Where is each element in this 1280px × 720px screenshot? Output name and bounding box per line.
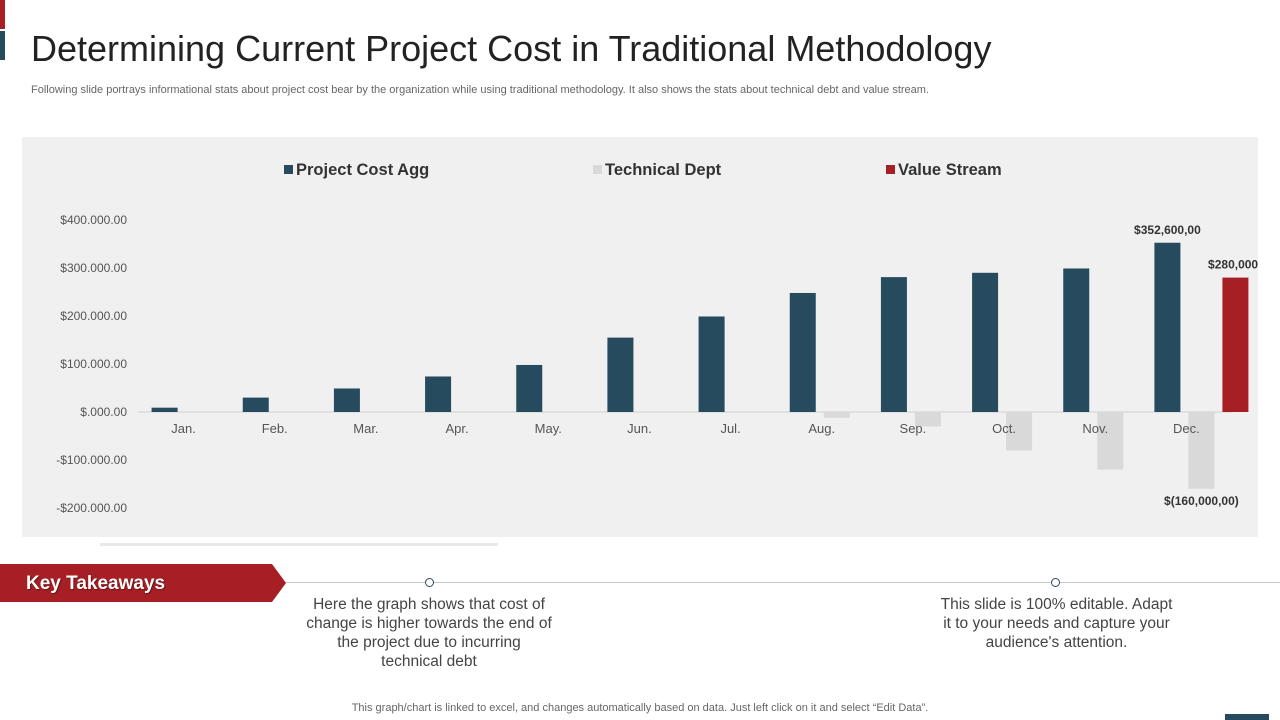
data-label: $(160,000,00) (1164, 494, 1239, 508)
y-tick-label: $100.000.00 (60, 357, 127, 371)
accent-bar-red (0, 0, 5, 29)
bar-project-cost-agg-1 (151, 407, 178, 412)
takeaway-divider (270, 582, 1280, 583)
key-takeaways-banner: Key Takeaways (0, 564, 286, 602)
x-tick-label: Mar. (353, 421, 378, 436)
bar-technical-dept-11 (1097, 412, 1124, 470)
bar-project-cost-agg-10 (972, 272, 999, 412)
accent-bar-blue (0, 31, 5, 60)
bar-project-cost-agg-3 (333, 388, 360, 412)
corner-accent-bar (1225, 714, 1269, 720)
x-tick-label: Aug. (808, 421, 835, 436)
bar-project-cost-agg-6 (607, 337, 634, 412)
x-tick-label: Jan. (171, 421, 196, 436)
x-tick-label: Sep. (900, 421, 927, 436)
x-tick-label: May. (535, 421, 562, 436)
x-tick-label: Jun. (627, 421, 652, 436)
footer-note: This graph/chart is linked to excel, and… (351, 702, 929, 714)
y-tick-label: $.000.00 (80, 405, 127, 419)
takeaway-text-1: Here the graph shows that cost of change… (306, 596, 552, 670)
x-tick-label: Jul. (720, 421, 740, 436)
x-tick-label: Oct. (992, 421, 1016, 436)
slide-subtitle: Following slide portrays informational s… (31, 84, 930, 96)
bar-value-stream-12 (1222, 277, 1249, 412)
y-tick-label: -$100.000.00 (56, 453, 127, 467)
bar-project-cost-agg-5 (516, 364, 543, 412)
y-tick-label: $200.000.00 (60, 309, 127, 323)
bar-project-cost-agg-4 (425, 376, 452, 412)
legend-label: Technical Dept (605, 161, 722, 179)
legend-swatch (886, 165, 895, 174)
bar-technical-dept-10 (1006, 412, 1033, 451)
bar-project-cost-agg-2 (242, 397, 269, 412)
y-tick-label: -$200.000.00 (56, 501, 127, 515)
data-label: $352,600,00 (1134, 223, 1201, 237)
bar-project-cost-agg-12 (1154, 242, 1181, 412)
bar-project-cost-agg-11 (1063, 268, 1090, 412)
bar-technical-dept-9 (914, 412, 941, 427)
takeaway-marker-1 (425, 578, 434, 587)
y-tick-label: $300.000.00 (60, 261, 127, 275)
legend-label: Project Cost Agg (296, 161, 429, 179)
takeaway-marker-2 (1051, 578, 1060, 587)
x-tick-label: Nov. (1082, 421, 1108, 436)
bar-technical-dept-12 (1188, 412, 1215, 489)
slide-title: Determining Current Project Cost in Trad… (31, 28, 992, 69)
x-tick-label: Apr. (446, 421, 469, 436)
key-takeaways-label: Key Takeaways (26, 573, 166, 594)
bar-project-cost-agg-9 (880, 277, 907, 412)
legend-label: Value Stream (898, 161, 1002, 179)
bar-technical-dept-8 (823, 412, 850, 418)
bar-project-cost-agg-7 (698, 316, 725, 412)
data-label: $280,000,00 (1208, 258, 1258, 272)
bar-project-cost-agg-8 (789, 292, 816, 412)
legend-swatch (284, 165, 293, 174)
legend-swatch (593, 165, 602, 174)
project-cost-chart: -$200.000.00 -$100.000.00 $.000.00 $100.000… (56, 161, 1258, 515)
chart-underline (100, 543, 498, 546)
chart-panel: -$200.000.00 -$100.000.00 $.000.00 $100.000… (22, 137, 1258, 537)
x-tick-label: Feb. (262, 421, 288, 436)
x-tick-label: Dec. (1173, 421, 1200, 436)
takeaway-text-2: This slide is 100% editable. Adapt it to… (940, 596, 1173, 651)
y-tick-label: $400.000.00 (60, 213, 127, 227)
